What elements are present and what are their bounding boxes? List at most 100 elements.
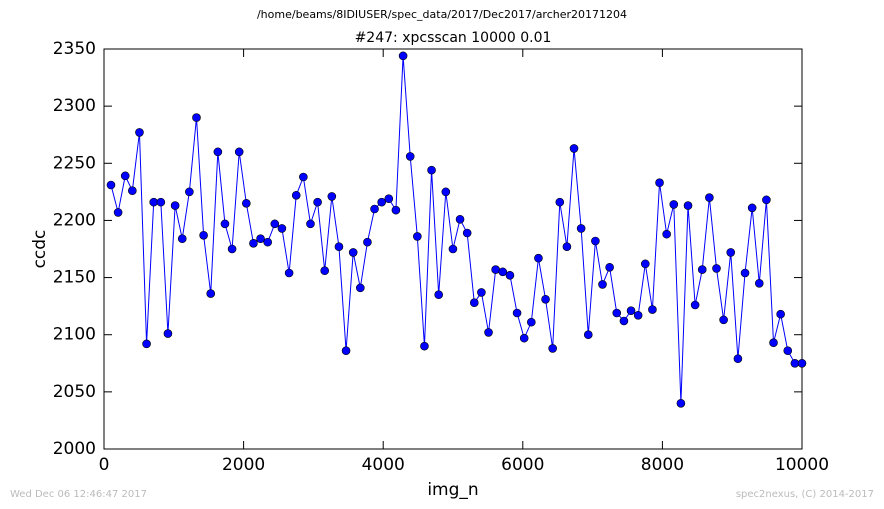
y-tick-label: 2000	[53, 439, 96, 459]
x-tick-label: 8000	[641, 455, 684, 475]
point	[484, 328, 493, 337]
point	[690, 300, 700, 310]
point	[413, 232, 422, 241]
point	[619, 316, 629, 326]
point	[669, 200, 679, 209]
point	[420, 341, 429, 351]
point	[313, 197, 322, 207]
point	[498, 267, 508, 277]
point	[783, 346, 793, 356]
point	[320, 266, 330, 276]
point	[541, 294, 550, 304]
point	[662, 229, 671, 239]
point	[612, 308, 622, 318]
point	[427, 165, 436, 175]
point	[270, 219, 280, 229]
point	[462, 228, 472, 238]
point	[519, 333, 529, 343]
point	[505, 270, 515, 280]
point	[306, 219, 315, 229]
point	[149, 197, 158, 207]
plot-frame	[103, 48, 803, 450]
y-tick-label: 2300	[53, 96, 96, 116]
point	[135, 128, 144, 137]
point	[762, 195, 771, 205]
point	[277, 224, 287, 233]
point	[363, 237, 372, 247]
point	[562, 242, 572, 252]
point	[291, 190, 301, 200]
point	[448, 244, 458, 254]
x-axis-label: img_n	[427, 480, 478, 500]
x-tick-label: 4000	[362, 455, 405, 475]
point	[797, 358, 807, 368]
point	[227, 244, 237, 254]
point	[405, 152, 415, 161]
point	[605, 262, 614, 272]
line	[110, 55, 802, 404]
point	[648, 305, 657, 314]
point	[705, 193, 714, 202]
point	[655, 178, 664, 188]
point	[697, 265, 707, 274]
point	[170, 201, 180, 210]
chart-subtitle: #247: xpcsscan 10000 0.01	[355, 30, 552, 46]
point	[299, 172, 308, 182]
point	[754, 278, 764, 288]
y-tick-label: 2250	[53, 153, 96, 173]
x-tick-label: 6000	[501, 455, 544, 475]
point	[477, 288, 486, 297]
y-axis-label: ccdc	[30, 230, 50, 269]
point	[234, 147, 244, 157]
y-tick-label: 2200	[53, 210, 96, 230]
point	[348, 248, 358, 257]
point	[683, 201, 693, 210]
point	[583, 330, 593, 340]
point	[434, 290, 443, 300]
point	[128, 186, 137, 196]
point	[356, 283, 365, 293]
point	[491, 265, 500, 274]
point	[177, 234, 187, 244]
footer-right: spec2nexus, (C) 2014-2017	[736, 489, 874, 500]
point	[199, 230, 208, 240]
point	[776, 309, 785, 319]
point	[576, 224, 586, 233]
point	[747, 203, 757, 213]
point	[598, 280, 607, 289]
point	[384, 194, 394, 204]
point	[441, 187, 451, 197]
point	[263, 237, 272, 247]
footer-left: Wed Dec 06 12:46:47 2017	[10, 489, 147, 500]
point	[733, 354, 743, 364]
x-tick-label: 2000	[222, 455, 265, 475]
x-tick-label: 10000	[775, 455, 829, 475]
point	[163, 329, 173, 338]
point	[370, 204, 379, 214]
y-tick-label: 2050	[53, 382, 96, 402]
point	[569, 144, 579, 153]
point	[769, 338, 778, 348]
point	[142, 339, 151, 349]
point	[256, 234, 265, 244]
point	[206, 289, 216, 298]
point	[534, 253, 543, 263]
point	[213, 147, 223, 157]
point	[676, 398, 686, 408]
point	[712, 264, 721, 273]
point	[455, 214, 465, 224]
x-tick-label: 0	[99, 455, 110, 475]
point	[398, 51, 408, 61]
point	[334, 242, 344, 252]
point	[249, 238, 258, 248]
point	[220, 219, 230, 229]
y-tick-label: 2100	[53, 325, 96, 345]
point	[377, 197, 386, 207]
point	[591, 236, 600, 246]
point	[185, 187, 194, 197]
point	[719, 315, 728, 325]
point	[726, 248, 736, 257]
